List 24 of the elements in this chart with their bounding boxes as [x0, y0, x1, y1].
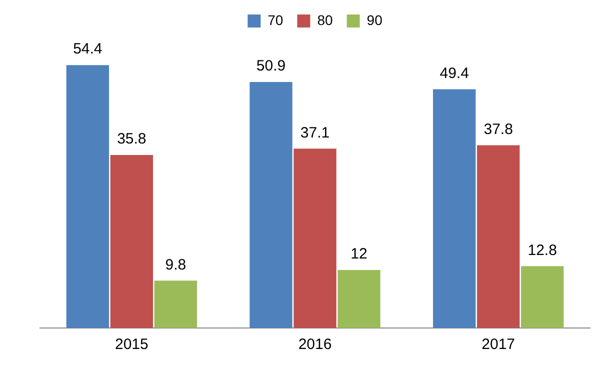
bar: [294, 148, 336, 328]
x-tick-label: 2015: [114, 336, 148, 354]
legend-label: 70: [268, 12, 284, 28]
legend-label: 80: [317, 12, 333, 28]
bar: [520, 266, 564, 328]
data-label: 12: [350, 246, 368, 263]
bar: [110, 154, 154, 328]
bar: [66, 65, 110, 328]
bar: [476, 145, 520, 328]
bar: [154, 280, 198, 328]
bar: [432, 89, 476, 328]
data-label: 12.8: [528, 242, 557, 259]
data-label: 50.9: [256, 58, 286, 75]
x-tick-label: 2017: [482, 336, 516, 354]
bar: [250, 82, 292, 328]
bar: [338, 270, 380, 328]
data-label: 35.8: [117, 130, 146, 148]
legend-label: 90: [366, 12, 383, 28]
data-label: 37.1: [300, 124, 330, 142]
data-label: 54.4: [73, 40, 102, 58]
data-label: 9.8: [165, 256, 186, 274]
data-label: 49.4: [440, 64, 469, 82]
x-tick-label: 2016: [298, 336, 332, 354]
data-label: 37.8: [484, 120, 513, 138]
